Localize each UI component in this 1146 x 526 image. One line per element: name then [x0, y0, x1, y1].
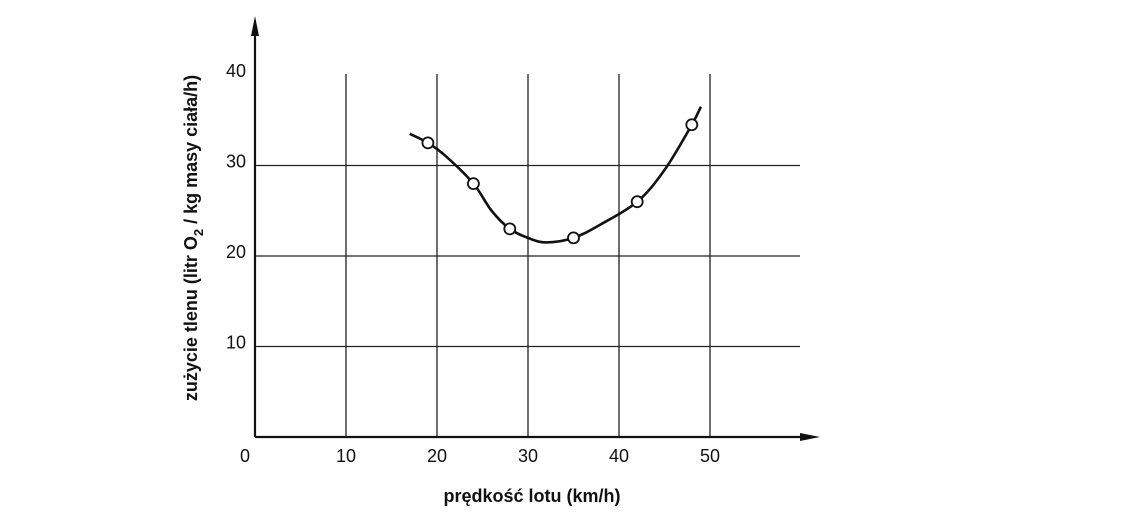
- x-tick-label: 30: [518, 446, 538, 466]
- y-tick-label: 10: [226, 333, 246, 353]
- x-tick-label: 0: [240, 446, 250, 466]
- y-axis-label-post: / kg masy ciała/h): [181, 75, 201, 229]
- y-tick-label: 30: [226, 152, 246, 172]
- y-axis-label-sub: 2: [191, 229, 206, 236]
- data-point: [421, 136, 435, 150]
- x-axis-label: prędkość lotu (km/h): [443, 486, 620, 506]
- x-axis-arrow: [800, 433, 820, 441]
- data-point: [630, 195, 644, 209]
- y-tick-label: 20: [226, 242, 246, 262]
- y-axis-label: zużycie tlenu (litr O2 / kg masy ciała/h…: [181, 75, 206, 401]
- x-tick-label: 20: [427, 446, 447, 466]
- data-point: [503, 222, 517, 236]
- x-tick-label: 10: [336, 446, 356, 466]
- x-tick-labels: 0 10 20 30 40 50: [240, 446, 720, 466]
- data-points: [421, 118, 699, 245]
- axes: [251, 16, 820, 441]
- x-tick-label: 50: [700, 446, 720, 466]
- data-point: [466, 177, 480, 191]
- y-axis-label-pre: zużycie tlenu (litr O: [181, 236, 201, 401]
- y-tick-label: 40: [226, 61, 246, 81]
- data-point: [567, 231, 580, 245]
- y-tick-labels: 10 20 30 40: [226, 61, 246, 353]
- data-point: [685, 118, 699, 132]
- x-tick-label: 40: [609, 446, 629, 466]
- y-axis-arrow: [251, 16, 259, 36]
- grid-lines: [255, 74, 800, 437]
- series-curve: [409, 106, 703, 244]
